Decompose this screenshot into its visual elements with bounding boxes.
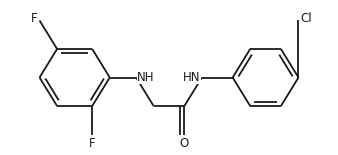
Text: HN: HN [183,71,201,84]
Text: Cl: Cl [301,12,312,25]
Text: F: F [31,12,37,25]
Text: O: O [180,137,189,150]
Text: NH: NH [137,71,155,84]
Text: F: F [89,137,96,150]
